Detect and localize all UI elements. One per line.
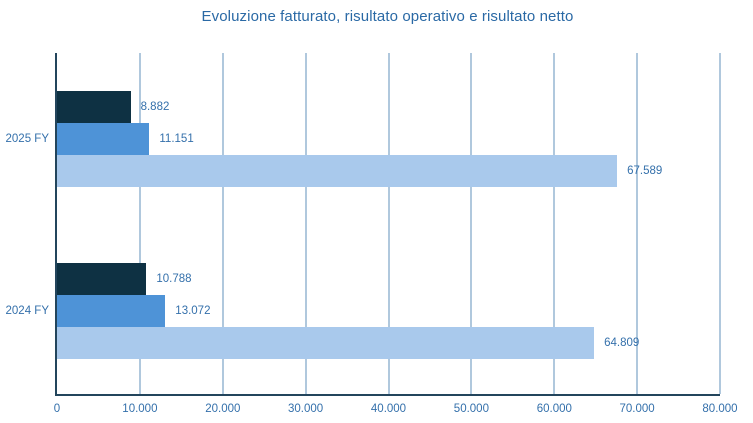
gridline-20.000: [221, 53, 224, 394]
bar-risultato-netto-2024-fy: [57, 263, 147, 295]
gridline-70.000: [636, 53, 639, 394]
gridline-60.000: [553, 53, 556, 394]
x-tick-label-60.000: 60.000: [536, 403, 572, 415]
plot-area: 8.882 11.151 67.589 10.788 13.072 64.809: [55, 53, 721, 396]
value-label-risultato-operativo-2025-fy: 11.151: [159, 133, 194, 145]
bar-fatturato-2025-fy: [57, 155, 618, 187]
value-label-fatturato-2024-fy: 64.809: [604, 337, 640, 349]
value-label-fatturato-2025-fy: 67.589: [627, 165, 663, 177]
value-label-risultato-operativo-2024-fy: 13.072: [175, 305, 211, 317]
x-tick-label-30.000: 30.000: [288, 403, 324, 415]
x-tick-label-20.000: 20.000: [205, 403, 241, 415]
gridline-40.000: [387, 53, 390, 394]
x-tick-label-70.000: 70.000: [619, 403, 655, 415]
gridline-80.000: [719, 53, 721, 394]
bar-risultato-netto-2025-fy: [57, 91, 131, 123]
bar-risultato-operativo-2024-fy: [57, 295, 166, 327]
gridline-10.000: [138, 53, 141, 394]
x-tick-label-0: 0: [53, 403, 61, 415]
x-tick-label-10.000: 10.000: [122, 403, 158, 415]
x-tick-label-80.000: 80.000: [702, 403, 738, 415]
x-tick-label-50.000: 50.000: [453, 403, 489, 415]
gridline-30.000: [304, 53, 307, 394]
value-label-risultato-netto-2025-fy: 8.882: [140, 101, 170, 113]
x-tick-label-40.000: 40.000: [370, 403, 407, 415]
category-label-2024-fy: 2024 FY: [5, 305, 49, 317]
category-label-2025-fy: 2025 FY: [5, 133, 49, 145]
bar-fatturato-2024-fy: [57, 327, 595, 359]
chart-title: Evoluzione fatturato, risultato operativ…: [201, 8, 574, 25]
bar-risultato-operativo-2025-fy: [57, 123, 150, 155]
gridline-50.000: [470, 53, 473, 394]
value-label-risultato-netto-2024-fy: 10.788: [156, 273, 192, 285]
